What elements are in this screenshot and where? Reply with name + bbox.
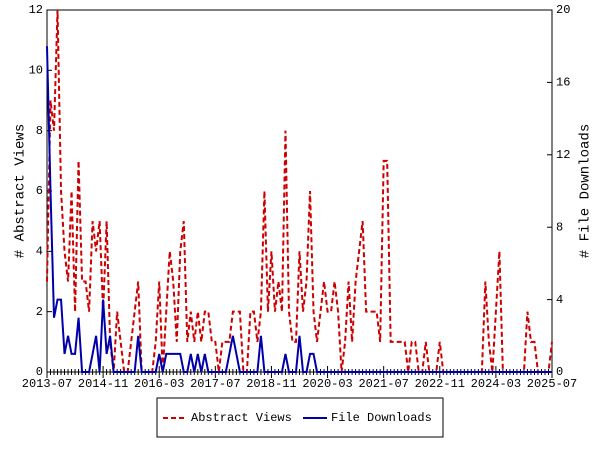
y-tick-label: 10	[29, 64, 43, 78]
series-line	[46, 9, 553, 373]
y2-tick-label: 16	[556, 76, 570, 90]
y-tick-label: 2	[36, 305, 43, 319]
x-tick-label: 2022-11	[415, 377, 465, 391]
y2-tick-label: 4	[556, 293, 563, 307]
y2-tick-label: 20	[556, 3, 570, 17]
x-tick-label: 2014-11	[78, 377, 128, 391]
x-tick-label: 2017-07	[190, 377, 240, 391]
y-tick-label: 12	[29, 3, 43, 17]
x-tick-label: 2025-07	[527, 377, 577, 391]
y-tick-label: 6	[36, 184, 43, 198]
series-line	[46, 46, 552, 373]
x-tick-label: 2018-11	[246, 377, 296, 391]
y2-tick-label: 8	[556, 220, 563, 234]
legend-label: Abstract Views	[191, 411, 292, 425]
x-tick-label: 2016-03	[134, 377, 184, 391]
y-tick-label: 4	[36, 245, 43, 259]
plot-frame	[46, 9, 553, 373]
y2-axis-label: # File Downloads	[578, 124, 594, 258]
y2-tick-label: 0	[556, 365, 563, 379]
x-tick-label: 2024-03	[471, 377, 521, 391]
y-tick-label: 8	[36, 124, 43, 138]
x-tick-label: 2013-07	[22, 377, 72, 391]
x-tick-label: 2021-07	[358, 377, 408, 391]
legend-box	[156, 397, 444, 438]
y-axis-label: # Abstract Views	[13, 124, 29, 258]
y2-tick-label: 12	[556, 148, 570, 162]
x-tick-label: 2020-03	[302, 377, 352, 391]
y-tick-label: 0	[36, 365, 43, 379]
legend-label: File Downloads	[331, 411, 432, 425]
